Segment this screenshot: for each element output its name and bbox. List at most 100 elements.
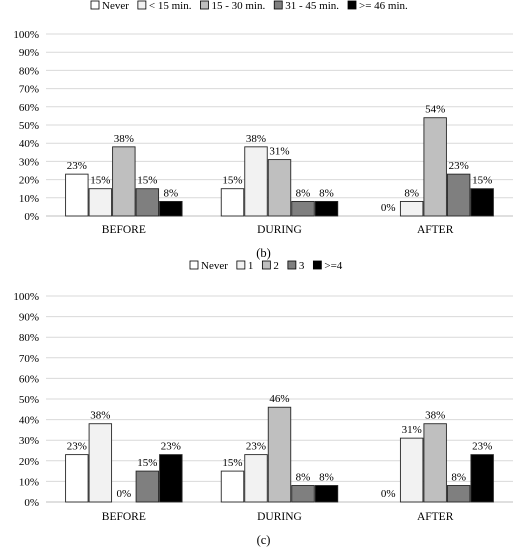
y-tick-label: 10% xyxy=(19,476,39,488)
y-tick-label: 90% xyxy=(19,47,39,59)
y-tick-label: 20% xyxy=(19,175,39,187)
data-label: 38% xyxy=(114,133,134,145)
y-tick-label: 80% xyxy=(19,65,39,77)
x-category-label: AFTER xyxy=(417,511,454,523)
y-tick-label: 60% xyxy=(19,102,39,114)
data-label: 0% xyxy=(381,488,396,500)
data-label: 8% xyxy=(404,187,419,199)
legend: Never 1 2 3 >=4 xyxy=(189,260,343,272)
legend-label: Never xyxy=(102,0,129,12)
y-tick-label: 0% xyxy=(24,211,39,223)
y-tick-label: 100% xyxy=(13,29,39,41)
legend: Never < 15 min. 15 - 30 min. 31 - 45 min. >=… xyxy=(90,0,408,12)
x-category-label: DURING xyxy=(257,224,302,236)
legend-label: 15 - 30 min. xyxy=(211,0,265,12)
bar xyxy=(267,159,292,217)
legend-label: 1 xyxy=(248,260,254,272)
legend-swatch xyxy=(90,0,100,10)
bar xyxy=(470,188,494,217)
y-tick-label: 80% xyxy=(19,332,39,344)
bar xyxy=(423,423,447,503)
legend-swatch xyxy=(236,260,246,270)
bar xyxy=(244,454,268,503)
y-tick-label: 50% xyxy=(19,120,39,132)
bar xyxy=(220,188,245,217)
data-label: 8% xyxy=(319,187,334,199)
y-tick-label: 30% xyxy=(19,435,39,447)
data-label: 0% xyxy=(116,488,131,500)
bar xyxy=(244,146,268,217)
figure-caption: (b) xyxy=(256,246,271,260)
y-tick-label: 50% xyxy=(19,394,39,406)
bar xyxy=(314,200,339,217)
y-tick-label: 0% xyxy=(24,497,39,509)
bar xyxy=(65,454,89,503)
legend-label: 31 - 45 min. xyxy=(285,0,339,12)
bar xyxy=(88,188,113,217)
data-label: 54% xyxy=(425,104,445,116)
data-label: 31% xyxy=(269,146,289,158)
data-label: 8% xyxy=(296,187,311,199)
data-label: 23% xyxy=(67,160,87,172)
x-category-label: AFTER xyxy=(417,224,454,236)
x-category-label: DURING xyxy=(257,511,302,523)
data-label: 15% xyxy=(222,175,242,187)
data-label: 8% xyxy=(319,472,334,484)
data-label: 15% xyxy=(137,175,157,187)
bar xyxy=(88,423,113,503)
bar xyxy=(423,117,447,217)
data-label: 23% xyxy=(161,441,181,453)
y-tick-label: 40% xyxy=(19,415,39,427)
legend-swatch xyxy=(261,260,271,270)
data-label: 23% xyxy=(472,441,492,453)
y-tick-label: 40% xyxy=(19,138,39,150)
data-label: 23% xyxy=(246,441,266,453)
data-label: 8% xyxy=(163,187,178,199)
bar xyxy=(65,173,89,217)
bar xyxy=(291,200,315,217)
data-label: 31% xyxy=(402,424,422,436)
figure-caption: (c) xyxy=(257,533,271,547)
bar xyxy=(267,406,292,503)
y-tick-label: 70% xyxy=(19,353,39,365)
chart-c: Never 1 2 3 >=4 0% 10% 20% 30% 40% 50% 60% 70% 80% 90%… xyxy=(13,260,513,547)
y-tick-label: 60% xyxy=(19,373,39,385)
legend-swatch xyxy=(200,0,209,10)
data-label: 15% xyxy=(222,457,242,469)
bar xyxy=(446,485,471,503)
bar xyxy=(399,437,424,503)
bar xyxy=(291,485,315,503)
bar xyxy=(220,470,245,503)
y-tick-label: 100% xyxy=(13,291,39,303)
bar xyxy=(446,173,471,217)
data-label: 15% xyxy=(472,175,492,187)
legend-label: >=4 xyxy=(324,260,342,272)
x-category-label: BEFORE xyxy=(102,224,146,236)
bar xyxy=(314,485,339,503)
bar xyxy=(135,188,160,217)
data-label: 15% xyxy=(137,457,157,469)
data-label: 8% xyxy=(451,472,466,484)
data-label: 8% xyxy=(296,472,311,484)
bar xyxy=(159,454,183,503)
y-tick-label: 30% xyxy=(19,156,39,168)
legend-label: Never xyxy=(201,260,228,272)
bar xyxy=(470,454,494,503)
bar xyxy=(159,200,183,217)
bar xyxy=(112,146,136,217)
legend-label: 2 xyxy=(273,260,279,272)
bar xyxy=(399,200,424,217)
legend-label: 3 xyxy=(299,260,305,272)
bar xyxy=(135,470,160,503)
legend-swatch xyxy=(287,260,297,270)
legend-label: < 15 min. xyxy=(149,0,192,12)
legend-swatch xyxy=(137,0,147,10)
data-label: 23% xyxy=(449,160,469,172)
data-label: 46% xyxy=(269,393,289,405)
y-tick-label: 70% xyxy=(19,84,39,96)
x-category-label: BEFORE xyxy=(102,511,146,523)
data-label: 38% xyxy=(246,133,266,145)
data-label: 0% xyxy=(381,202,396,214)
y-tick-label: 10% xyxy=(19,193,39,205)
